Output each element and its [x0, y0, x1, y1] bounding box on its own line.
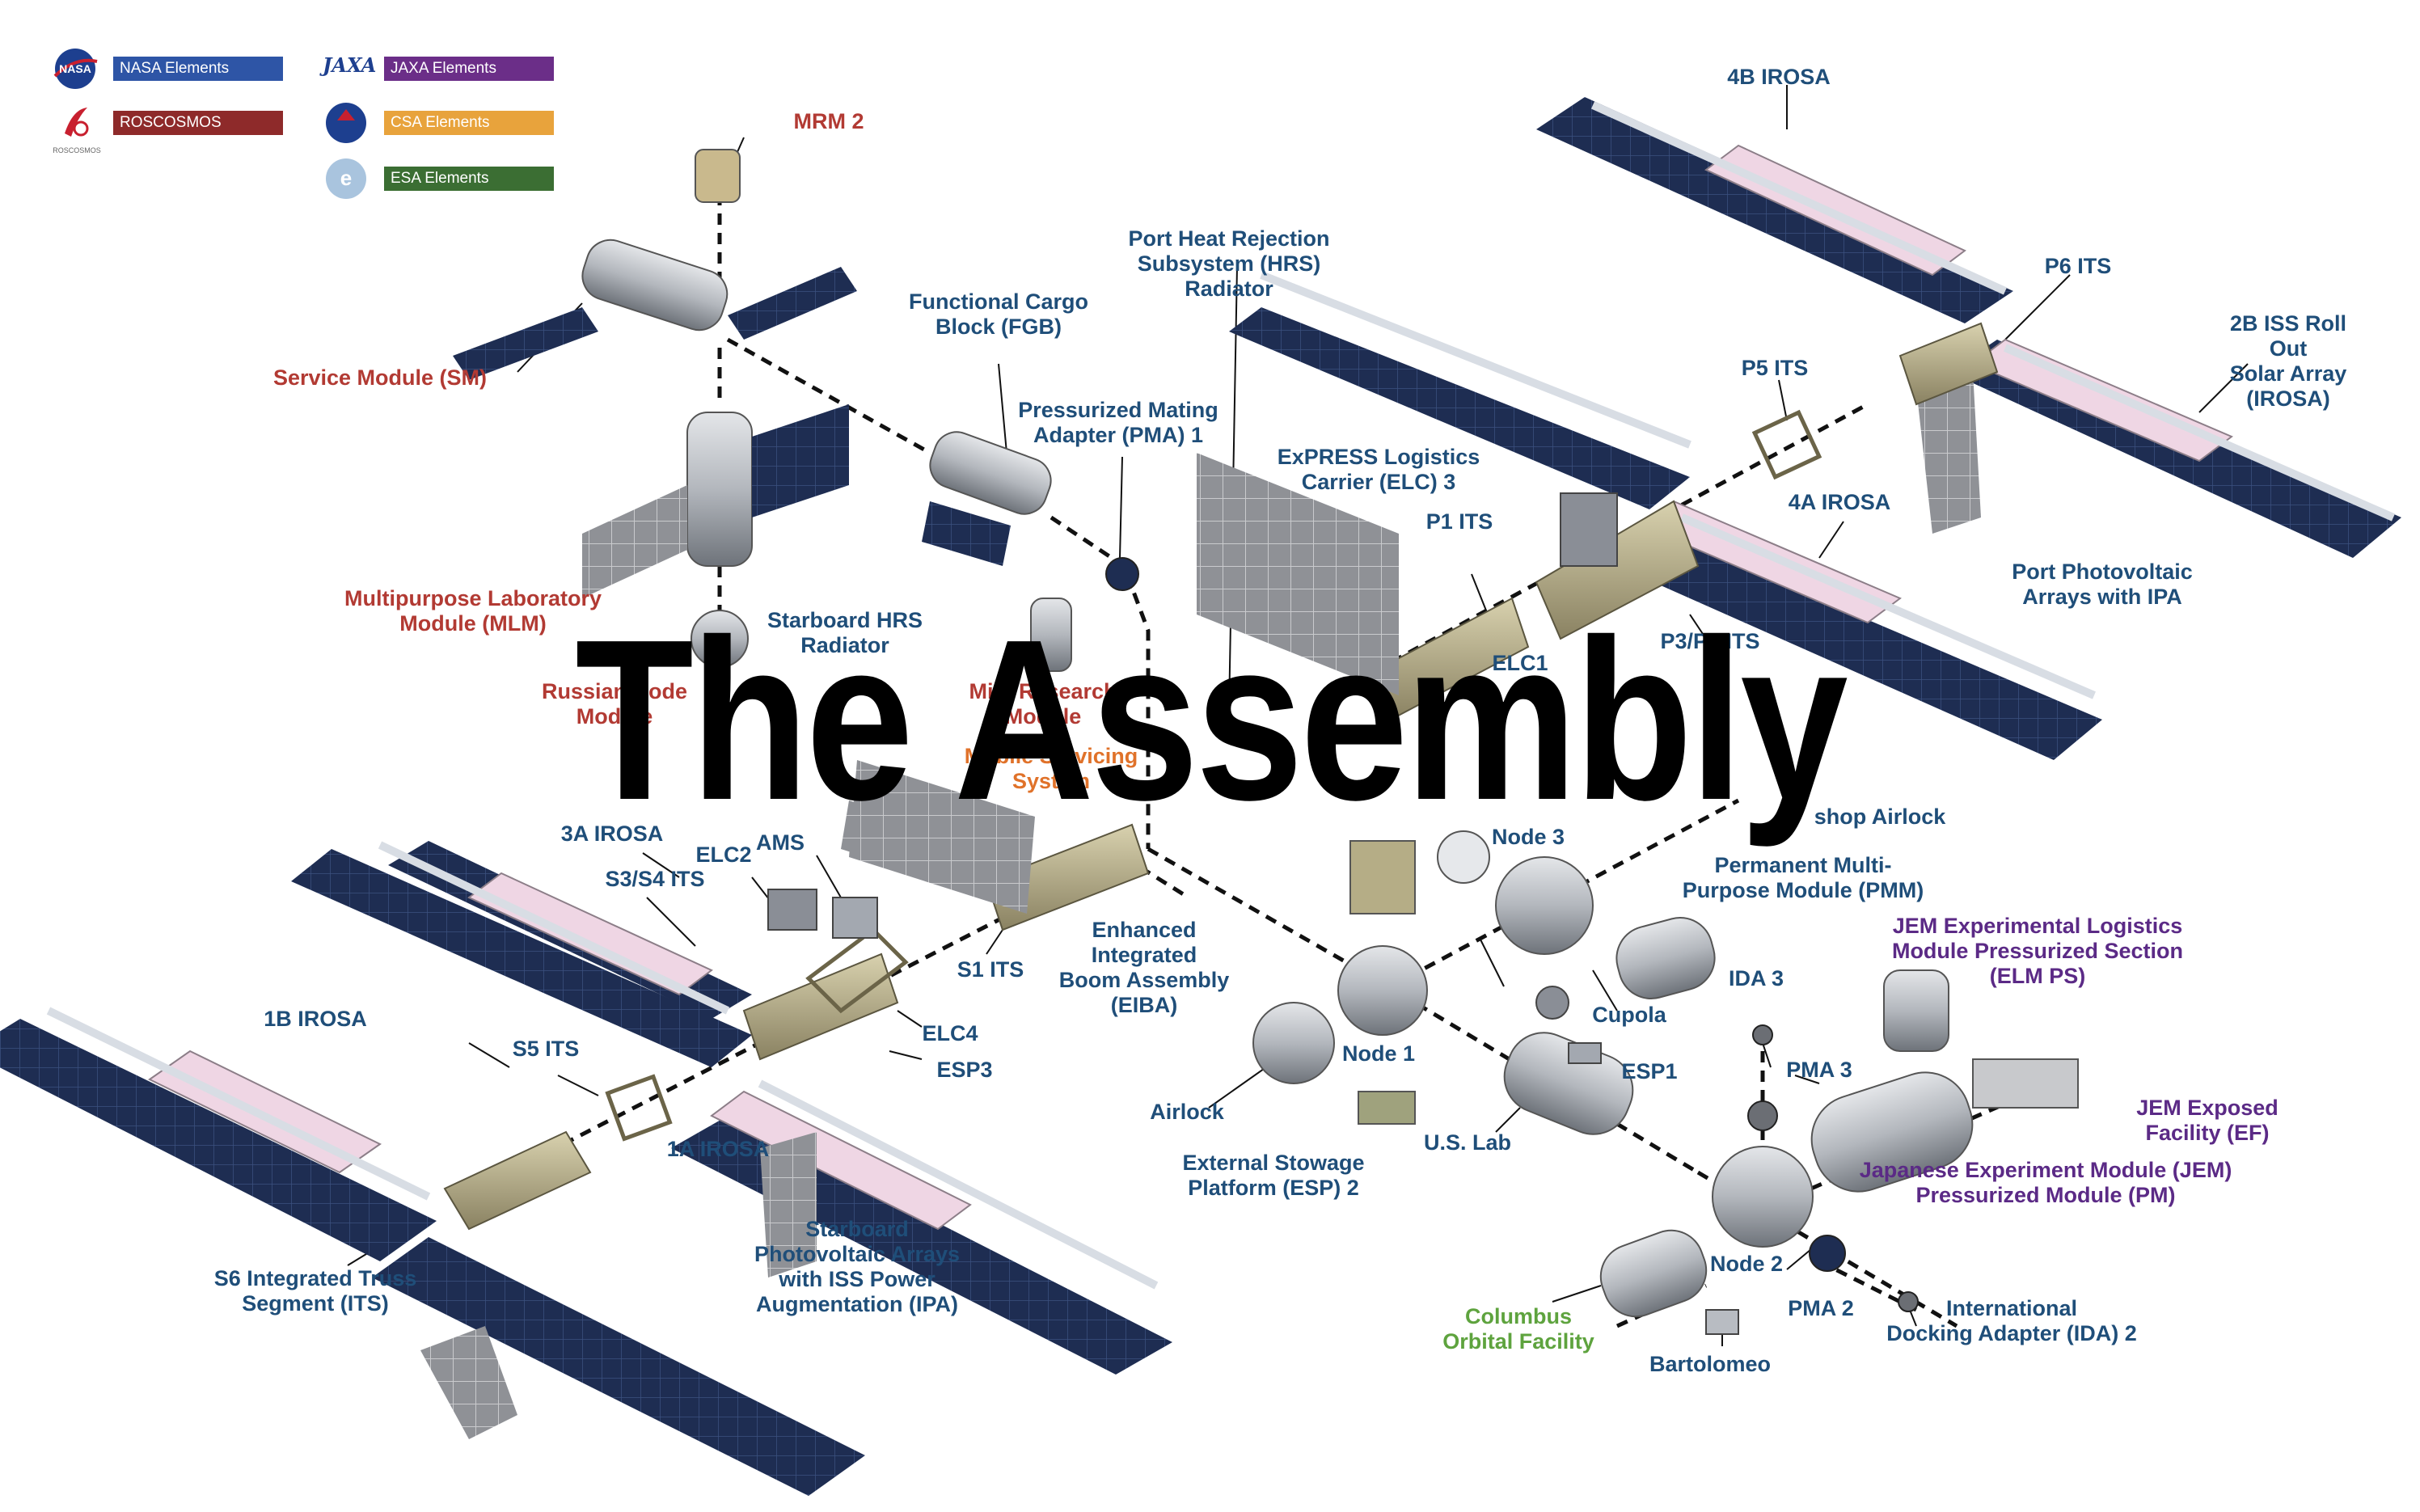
label-node3: Node 3: [1491, 825, 1565, 849]
label-columbus: Columbus Orbital Facility: [1442, 1304, 1594, 1354]
radiators: [849, 453, 1399, 914]
label-esp1: ESP1: [1621, 1059, 1678, 1083]
label-esp2: External Stowage Platform (ESP) 2: [1182, 1151, 1365, 1200]
starboard-inboard-arrays: [291, 841, 752, 1067]
label-irosa-3a: 3A IROSA: [560, 821, 664, 846]
label-port-hrs: Port Heat Rejection Subsystem (HRS) Radi…: [1128, 226, 1330, 301]
legend-label-roscosmos: ROSCOSMOS Elements: [113, 111, 283, 155]
label-mlm: Multipurpose Laboratory Module (MLM): [344, 586, 602, 636]
roscosmos-logo-icon: [65, 108, 89, 137]
label-mobile-servicing: Mobile Servicing System: [964, 744, 1138, 793]
label-eiba: Enhanced Integrated Boom Assembly (EIBA): [1058, 918, 1230, 1017]
connector-eiba: [1122, 855, 1190, 900]
roscosmos-logo-caption: ROSCOSMOS: [53, 146, 101, 154]
label-pma1: Pressurized Mating Adapter (PMA) 1: [1018, 398, 1218, 447]
label-irosa-1a: 1A IROSA: [666, 1137, 770, 1161]
port-truss: [1373, 322, 1999, 721]
label-quest-airlock: shop Airlock: [1814, 805, 1946, 829]
label-ida2: International Docking Adapter (IDA) 2: [1886, 1296, 2137, 1345]
label-ida3: IDA 3: [1728, 966, 1784, 990]
label-port-pv-arrays: Port Photovoltaic Arrays with IPA: [2012, 560, 2193, 609]
pressurized-modules: [1252, 830, 2079, 1335]
label-p5-its: P5 ITS: [1741, 356, 1809, 380]
label-node2: Node 2: [1709, 1252, 1784, 1276]
russian-segment: [453, 149, 1139, 672]
legend-label-jaxa: JAXA Elements: [384, 57, 554, 81]
label-starboard-pv: Starboard Photovoltaic Arrays with ISS P…: [754, 1217, 961, 1316]
label-p6-its: P6 ITS: [2044, 254, 2112, 278]
label-irosa-1b: 1B IROSA: [264, 1007, 367, 1031]
label-cupola: Cupola: [1592, 1003, 1666, 1027]
label-elc1: ELC1: [1492, 651, 1548, 675]
label-us-lab: U.S. Lab: [1423, 1130, 1512, 1155]
label-s1-its: S1 ITS: [957, 957, 1024, 982]
label-pma3: PMA 3: [1786, 1058, 1852, 1082]
label-ams: AMS: [756, 830, 805, 855]
label-elm-ps: JEM Experimental Logistics Module Pressu…: [1891, 914, 2184, 988]
legend-label-nasa: NASA Elements: [113, 57, 283, 81]
label-node1: Node 1: [1341, 1041, 1416, 1066]
label-irosa-4a: 4A IROSA: [1788, 490, 1891, 514]
label-pma2: PMA 2: [1788, 1296, 1854, 1320]
esa-logo-icon: e: [326, 158, 366, 199]
label-s5-its: S5 ITS: [512, 1037, 580, 1061]
label-airlock: Airlock: [1150, 1100, 1224, 1124]
nasa-logo-icon: NASA: [53, 49, 98, 89]
svg-text:NASA: NASA: [59, 62, 91, 75]
label-s3s4-its: S3/S4 ITS: [605, 867, 705, 891]
label-fgb: Functional Cargo Block (FGB): [909, 289, 1088, 339]
label-mini-research: Mini Research Module: [969, 679, 1117, 729]
headline-title: The Assembly: [575, 591, 1848, 848]
legend-label-esa: ESA Elements: [384, 167, 554, 191]
connector-fgb-pma1: [1050, 515, 1151, 849]
label-jem-ef: JEM Exposed Facility (EF): [2136, 1096, 2279, 1145]
label-elc3: ExPRESS Logistics Carrier (ELC) 3: [1277, 445, 1480, 494]
label-jem-pm: Japanese Experiment Module (JEM) Pressur…: [1859, 1158, 2232, 1207]
label-bartolomeo: Bartolomeo: [1649, 1352, 1772, 1376]
legend-label-csa: CSA Elements: [384, 111, 554, 135]
label-irosa-4b: 4B IROSA: [1727, 65, 1831, 89]
starboard-outboard-arrays: [0, 1007, 1172, 1496]
csa-logo-icon: [326, 103, 366, 143]
label-starboard-hrs: Starboard HRS Radiator: [767, 608, 923, 657]
label-pmm: Permanent Multi- Purpose Module (PMM): [1682, 853, 1924, 902]
label-esp3: ESP3: [936, 1058, 993, 1082]
label-mrm2: MRM 2: [793, 109, 864, 133]
label-elc2: ELC2: [695, 843, 752, 867]
label-service-module: Service Module (SM): [272, 365, 488, 390]
label-russian-node: Russian Node Module: [541, 679, 688, 729]
label-s6-its: S6 Integrated Truss Segment (ITS): [213, 1266, 417, 1316]
port-arrays: [1229, 97, 2401, 760]
jaxa-logo-icon: JAXA: [323, 53, 377, 77]
label-elc4: ELC4: [922, 1021, 978, 1045]
label-roll-out-array: 2B ISS Roll Out Solar Array (IROSA): [2229, 311, 2347, 411]
label-p1-its: P1 ITS: [1425, 509, 1493, 534]
svg-text:e: e: [340, 166, 352, 190]
label-p3p4-its: P3/P4 ITS: [1660, 629, 1760, 653]
